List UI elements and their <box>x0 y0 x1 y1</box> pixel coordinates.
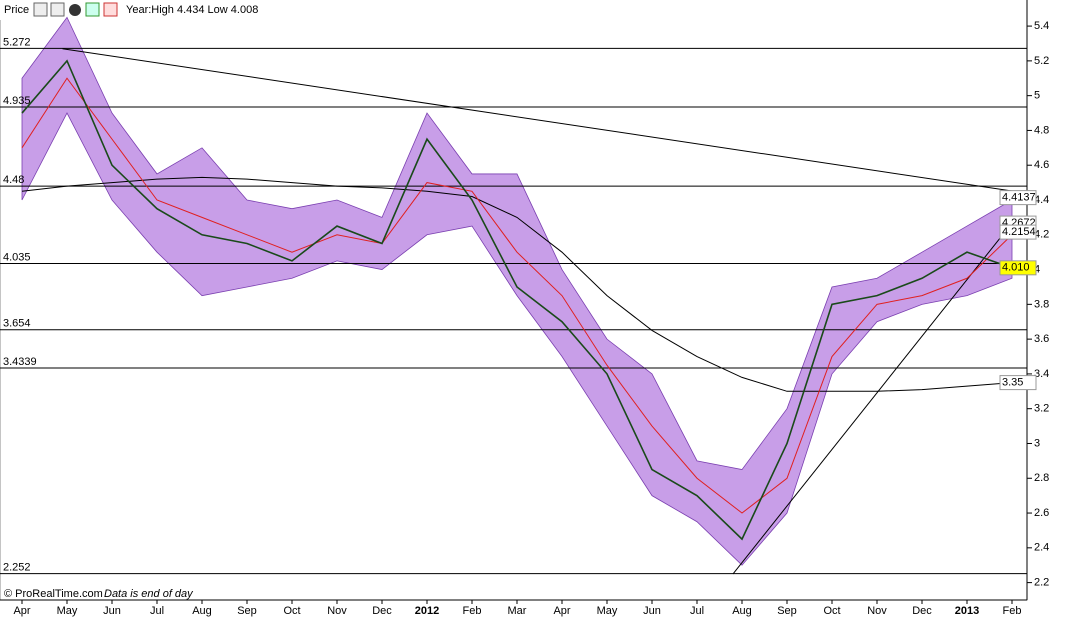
price-label-box <box>999 260 1037 276</box>
y-tick-label: 4.8 <box>1034 124 1049 136</box>
close-icon[interactable] <box>69 4 81 16</box>
price-label: 4.2154 <box>1002 226 1036 238</box>
x-tick-label: Mar <box>508 605 527 617</box>
price-line <box>21 176 1013 392</box>
x-tick-label: Feb <box>1003 605 1022 617</box>
x-tick-label: Apr <box>13 605 30 617</box>
y-tick-label: 3 <box>1034 437 1040 449</box>
x-tick-label: Aug <box>192 605 212 617</box>
x-tick-label: Oct <box>283 605 300 617</box>
x-tick-label: Jun <box>643 605 661 617</box>
x-tick-label: Jul <box>690 605 704 617</box>
bollinger-band <box>21 16 1013 566</box>
x-tick-label: Oct <box>823 605 840 617</box>
level-label: 4.935 <box>3 95 31 107</box>
x-tick-label: Apr <box>553 605 570 617</box>
chart-title: Price <box>4 4 29 16</box>
y-tick-label: 3.4 <box>1034 368 1049 380</box>
x-tick-label: May <box>57 605 78 617</box>
toolbar-icons[interactable] <box>33 2 118 17</box>
x-tick-label: Jul <box>150 605 164 617</box>
x-tick-label: Nov <box>867 605 887 617</box>
chart-subtitle: Year:High 4.434 Low 4.008 <box>126 4 258 16</box>
y-tick-label: 2.6 <box>1034 507 1049 519</box>
price-label-box <box>999 224 1037 240</box>
y-tick-label: 4 <box>1034 263 1040 275</box>
level-label: 4.035 <box>3 251 31 263</box>
y-tick-label: 2.4 <box>1034 542 1049 554</box>
tool-icon[interactable] <box>50 2 65 17</box>
source: © ProRealTime.com <box>4 588 103 600</box>
x-tick-label: Sep <box>237 605 257 617</box>
x-tick-label: Dec <box>912 605 932 617</box>
level-label: 2.252 <box>3 561 31 573</box>
level-label: 5.272 <box>3 36 31 48</box>
price-label-box <box>999 375 1037 391</box>
price-label: 3.35 <box>1002 377 1023 389</box>
y-tick-label: 5.2 <box>1034 55 1049 67</box>
level-label: 4.48 <box>3 174 24 186</box>
y-tick-label: 4.2 <box>1034 229 1049 241</box>
level-label: 3.654 <box>3 318 31 330</box>
x-tick-label: Aug <box>732 605 752 617</box>
price-label: 4.4137 <box>1002 192 1036 204</box>
price-label: 4.010 <box>1002 262 1030 274</box>
toolbar <box>0 0 1027 20</box>
x-tick-label: 2012 <box>415 605 439 617</box>
x-tick-label: Dec <box>372 605 392 617</box>
price-line <box>21 77 1013 514</box>
x-tick-label: Sep <box>777 605 797 617</box>
y-tick-label: 5.4 <box>1034 20 1049 32</box>
x-tick-label: Feb <box>463 605 482 617</box>
y-tick-label: 2.8 <box>1034 472 1049 484</box>
down-icon[interactable] <box>103 2 118 17</box>
y-tick-label: 4.6 <box>1034 159 1049 171</box>
level-label: 3.4339 <box>3 356 37 368</box>
y-tick-label: 3.8 <box>1034 298 1049 310</box>
y-tick-label: 3.2 <box>1034 403 1049 415</box>
trend-line <box>732 217 1017 575</box>
x-tick-label: Nov <box>327 605 347 617</box>
price-line <box>21 59 1013 541</box>
x-tick-label: May <box>597 605 618 617</box>
y-tick-label: 3.6 <box>1034 333 1049 345</box>
y-tick-label: 5 <box>1034 90 1040 102</box>
up-icon[interactable] <box>85 2 100 17</box>
x-tick-label: Jun <box>103 605 121 617</box>
note: Data is end of day <box>104 588 194 600</box>
trend-line <box>62 48 1026 194</box>
tool-icon[interactable] <box>33 2 48 17</box>
price-label-box <box>999 190 1037 206</box>
x-tick-label: 2013 <box>955 605 979 617</box>
y-tick-label: 2.2 <box>1034 577 1049 589</box>
y-tick-label: 4.4 <box>1034 194 1049 206</box>
